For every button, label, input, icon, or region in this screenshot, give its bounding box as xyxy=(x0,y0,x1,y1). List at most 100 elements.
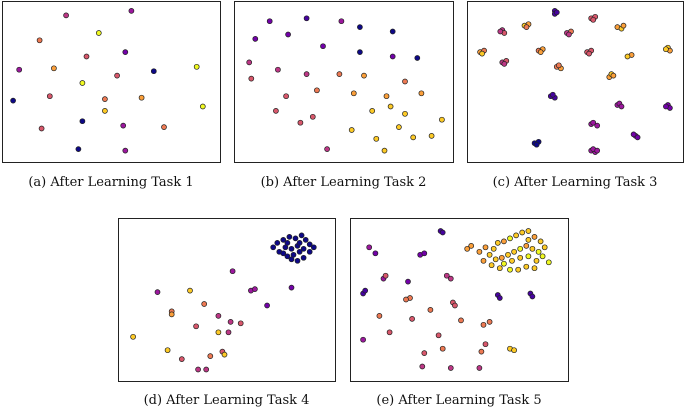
plot-frame xyxy=(2,1,221,163)
scatter-point xyxy=(553,9,560,16)
scatter-point xyxy=(221,351,228,358)
scatter-point xyxy=(523,24,530,30)
scatter-point xyxy=(594,147,601,154)
scatter-point xyxy=(95,30,102,36)
scatter-point xyxy=(336,71,343,77)
scatter-point xyxy=(482,244,489,251)
scatter-point xyxy=(507,235,513,242)
scatter-point xyxy=(372,250,379,257)
scatter-point xyxy=(373,135,380,142)
scatter-point xyxy=(541,244,548,251)
scatter-point xyxy=(531,234,538,240)
scatter-point xyxy=(350,90,357,97)
scatter-point xyxy=(283,93,289,100)
scatter-point xyxy=(284,253,291,260)
scatter-point xyxy=(75,146,82,152)
scatter-point xyxy=(549,91,556,98)
scatter-point xyxy=(187,287,193,294)
scatter-point xyxy=(288,256,295,263)
scatter-point xyxy=(498,254,505,261)
scatter-point xyxy=(418,90,425,97)
scatter-point xyxy=(252,36,259,42)
scatter-point xyxy=(476,248,483,255)
scatter-point xyxy=(382,272,389,279)
scatter-point xyxy=(486,319,493,325)
scatter-point xyxy=(114,72,120,79)
panel-3: (c) After Learning Task 3 xyxy=(467,1,684,190)
scatter-point xyxy=(195,366,201,373)
scatter-point xyxy=(480,257,487,264)
scatter-point xyxy=(476,365,483,371)
scatter-point xyxy=(509,257,515,264)
scatter-point xyxy=(497,28,504,35)
scatter-point xyxy=(452,302,458,309)
scatter-point xyxy=(410,134,417,141)
scatter-point xyxy=(366,244,373,251)
scatter-point xyxy=(421,250,428,257)
scatter-point xyxy=(161,124,167,130)
scatter-point xyxy=(478,348,485,355)
plot-frame xyxy=(234,1,454,163)
scatter-point xyxy=(280,250,287,257)
scatter-point xyxy=(525,228,532,234)
scatter-point xyxy=(505,251,511,258)
scatter-point xyxy=(297,119,304,126)
scatter-point xyxy=(225,329,232,336)
scatter-point xyxy=(376,313,383,319)
scatter-point xyxy=(303,71,310,77)
scatter-point xyxy=(537,49,544,55)
scatter-point xyxy=(294,257,301,264)
scatter-point xyxy=(594,122,601,129)
scatter-point xyxy=(288,284,295,291)
scatter-point xyxy=(480,321,487,328)
scatter-point xyxy=(387,103,394,110)
scatter-point xyxy=(443,272,450,279)
scatter-point xyxy=(486,251,493,258)
panel-caption: (c) After Learning Task 3 xyxy=(493,175,658,190)
scatter-point xyxy=(302,237,309,243)
scatter-point xyxy=(280,237,287,243)
plot-frame xyxy=(350,218,569,382)
scatter-point xyxy=(590,16,597,23)
scatter-point xyxy=(51,65,57,72)
scatter-point xyxy=(529,293,536,300)
scatter-point xyxy=(525,237,532,243)
scatter-point xyxy=(360,336,366,343)
scatter-point xyxy=(533,141,540,148)
scatter-point xyxy=(264,302,270,309)
scatter-point xyxy=(529,245,536,252)
scatter-point xyxy=(227,319,234,325)
scatter-point xyxy=(496,265,503,272)
scatter-point xyxy=(515,266,522,273)
plot-frame xyxy=(118,218,336,382)
scatter-point xyxy=(630,131,637,138)
scatter-point xyxy=(389,53,396,60)
scatter-point xyxy=(517,245,524,252)
scatter-point xyxy=(396,124,402,130)
scatter-point xyxy=(266,18,273,25)
scatter-point xyxy=(389,28,396,35)
scatter-point xyxy=(361,72,367,79)
scatter-point xyxy=(338,18,345,25)
panel-5: (e) After Learning Task 5 xyxy=(350,218,569,408)
scatter-point xyxy=(523,263,530,270)
scatter-point xyxy=(63,12,69,19)
scatter-point xyxy=(178,356,185,362)
scatter-point xyxy=(303,15,310,22)
scatter-point xyxy=(120,122,127,129)
scatter-point xyxy=(122,147,129,154)
scatter-point xyxy=(314,87,320,94)
scatter-point xyxy=(128,8,135,14)
scatter-point xyxy=(369,108,376,114)
scatter-point xyxy=(402,110,408,117)
scatter-point xyxy=(610,72,617,79)
scatter-point xyxy=(383,93,390,100)
scatter-point xyxy=(79,118,86,125)
scatter-point xyxy=(458,317,464,324)
scatter-point xyxy=(288,245,295,252)
scatter-point xyxy=(501,61,508,67)
scatter-point xyxy=(439,229,446,236)
scatter-point xyxy=(386,329,393,336)
